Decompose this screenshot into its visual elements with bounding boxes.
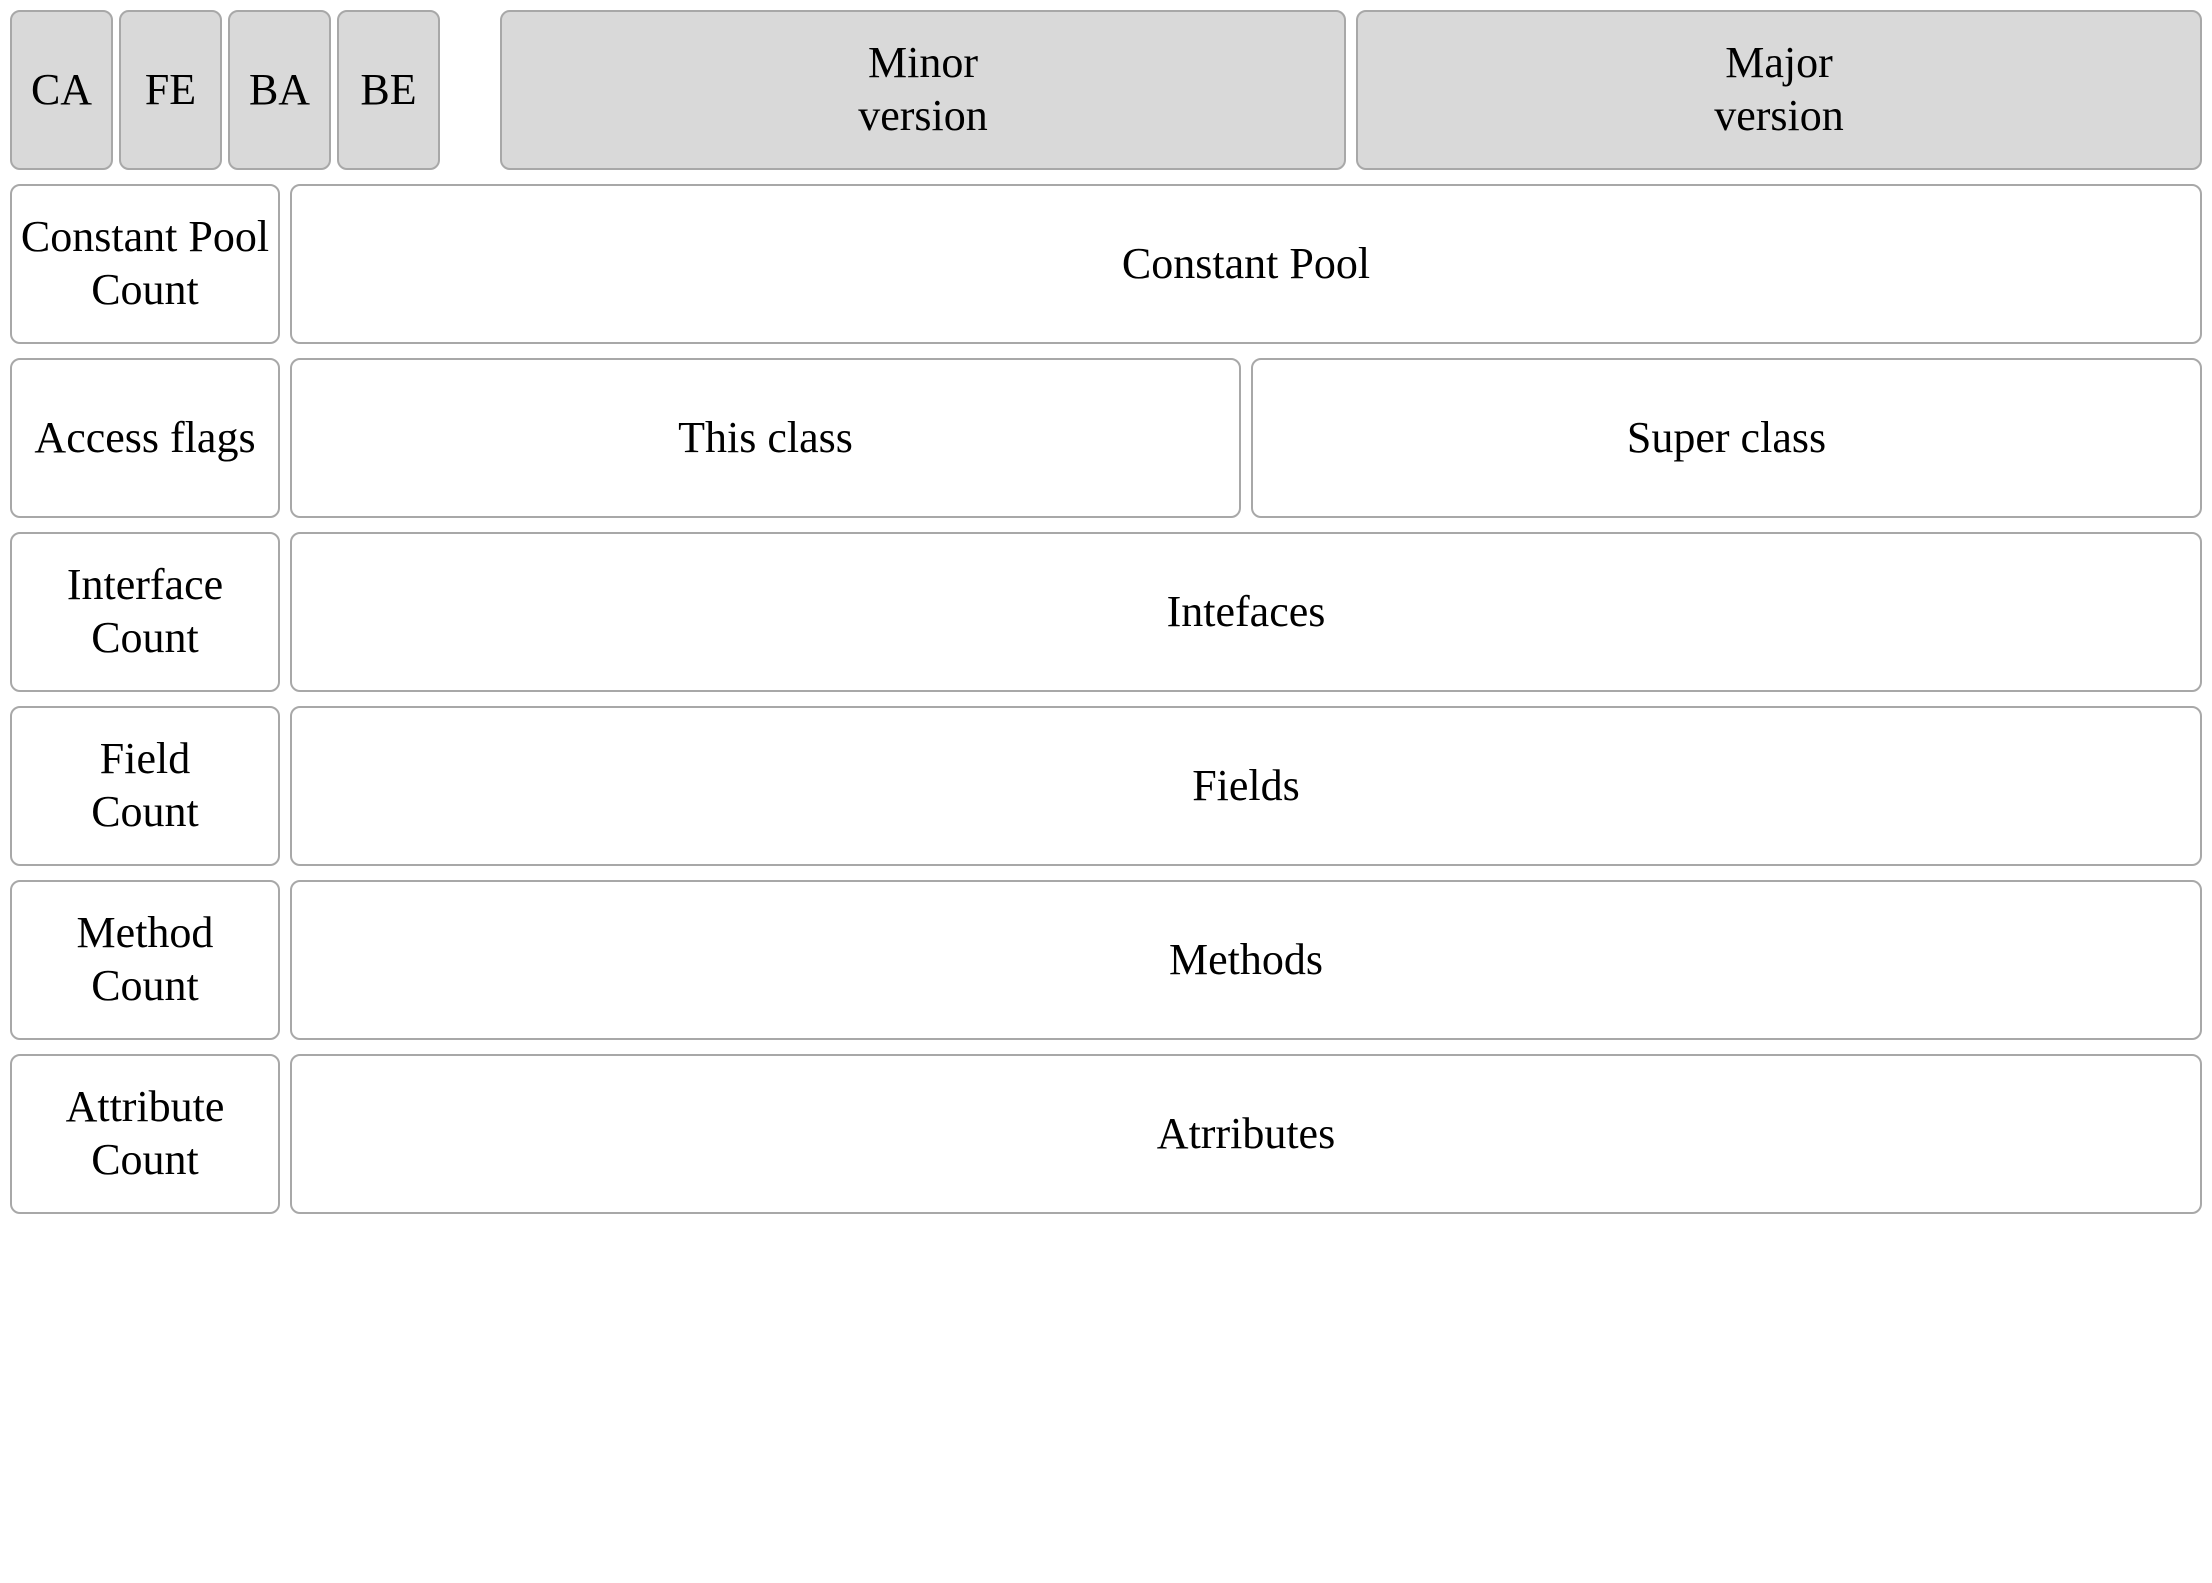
super-class-cell: Super class [1251,358,2202,518]
fields-row: Field Count Fields [10,706,2202,866]
minor-version-cell: Minor version [500,10,1346,170]
attributes-row: Attribute Count Atrributes [10,1054,2202,1214]
class-file-structure-diagram: CA FE BA BE Minor version Major version … [10,10,2202,1214]
interfaces-row: Interface Count Intefaces [10,532,2202,692]
field-count-cell: Field Count [10,706,280,866]
attributes-cell: Atrributes [290,1054,2202,1214]
method-count-cell: Method Count [10,880,280,1040]
header-spacer [450,10,490,170]
access-flags-cell: Access flags [10,358,280,518]
methods-cell: Methods [290,880,2202,1040]
magic-byte-ca: CA [10,10,113,170]
interfaces-cell: Intefaces [290,532,2202,692]
magic-byte-fe: FE [119,10,222,170]
fields-cell: Fields [290,706,2202,866]
this-class-cell: This class [290,358,1241,518]
major-version-cell: Major version [1356,10,2202,170]
class-info-row: Access flags This class Super class [10,358,2202,518]
interface-count-cell: Interface Count [10,532,280,692]
constant-pool-cell: Constant Pool [290,184,2202,344]
magic-bytes-group: CA FE BA BE [10,10,440,170]
attribute-count-cell: Attribute Count [10,1054,280,1214]
constant-pool-row: Constant Pool Count Constant Pool [10,184,2202,344]
constant-pool-count-cell: Constant Pool Count [10,184,280,344]
magic-byte-ba: BA [228,10,331,170]
header-row: CA FE BA BE Minor version Major version [10,10,2202,170]
methods-row: Method Count Methods [10,880,2202,1040]
magic-byte-be: BE [337,10,440,170]
